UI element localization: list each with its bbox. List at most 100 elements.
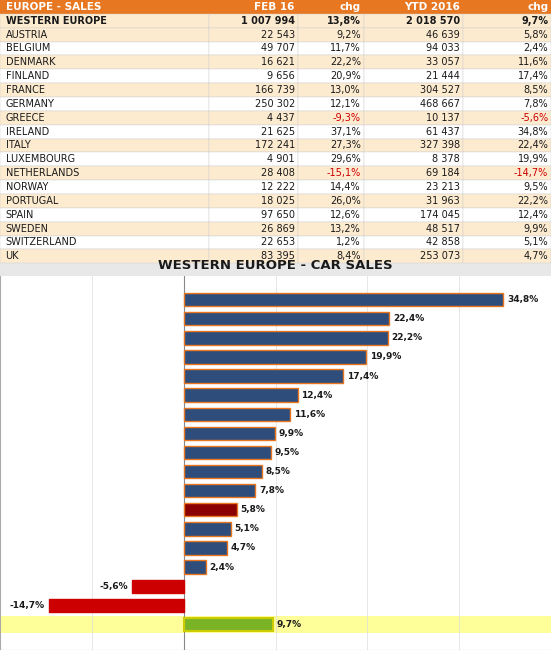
Text: ITALY: ITALY bbox=[6, 140, 30, 150]
FancyBboxPatch shape bbox=[0, 180, 209, 194]
FancyBboxPatch shape bbox=[209, 138, 298, 152]
Text: GERMANY: GERMANY bbox=[6, 99, 55, 109]
Text: 22 653: 22 653 bbox=[261, 237, 295, 248]
FancyBboxPatch shape bbox=[0, 55, 209, 70]
Text: 13,0%: 13,0% bbox=[330, 85, 361, 95]
FancyBboxPatch shape bbox=[0, 111, 209, 125]
Text: 4,7%: 4,7% bbox=[523, 252, 548, 261]
Text: 42 858: 42 858 bbox=[426, 237, 460, 248]
Bar bbox=[183, 350, 366, 363]
Text: 2,4%: 2,4% bbox=[523, 44, 548, 53]
Text: 9,9%: 9,9% bbox=[278, 429, 304, 438]
FancyBboxPatch shape bbox=[364, 42, 463, 55]
Text: 23 213: 23 213 bbox=[426, 182, 460, 192]
Text: 13,2%: 13,2% bbox=[330, 224, 361, 233]
FancyBboxPatch shape bbox=[364, 55, 463, 70]
FancyBboxPatch shape bbox=[463, 0, 551, 14]
Text: 22,2%: 22,2% bbox=[330, 57, 361, 68]
Text: 2 018 570: 2 018 570 bbox=[406, 16, 460, 26]
Title: WESTERN EUROPE - CAR SALES: WESTERN EUROPE - CAR SALES bbox=[158, 259, 393, 272]
FancyBboxPatch shape bbox=[463, 83, 551, 97]
Text: YTD 2016: YTD 2016 bbox=[404, 2, 460, 12]
Bar bbox=[48, 599, 183, 612]
FancyBboxPatch shape bbox=[298, 166, 364, 180]
Text: 11,7%: 11,7% bbox=[330, 44, 361, 53]
Text: 4 901: 4 901 bbox=[267, 154, 295, 164]
Text: 11,6%: 11,6% bbox=[517, 57, 548, 68]
Text: 1 007 994: 1 007 994 bbox=[241, 16, 295, 26]
Text: 5,8%: 5,8% bbox=[523, 30, 548, 40]
Text: 48 517: 48 517 bbox=[426, 224, 460, 233]
Text: 61 437: 61 437 bbox=[426, 127, 460, 136]
Text: 22 543: 22 543 bbox=[261, 30, 295, 40]
Text: 250 302: 250 302 bbox=[255, 99, 295, 109]
Text: 18 025: 18 025 bbox=[261, 196, 295, 206]
Text: 46 639: 46 639 bbox=[426, 30, 460, 40]
FancyBboxPatch shape bbox=[0, 250, 209, 263]
FancyBboxPatch shape bbox=[364, 70, 463, 83]
FancyBboxPatch shape bbox=[463, 14, 551, 28]
Text: -14,7%: -14,7% bbox=[10, 601, 45, 610]
Text: 8 378: 8 378 bbox=[433, 154, 460, 164]
Text: 22,2%: 22,2% bbox=[391, 333, 422, 343]
FancyBboxPatch shape bbox=[0, 194, 209, 208]
Text: PORTUGAL: PORTUGAL bbox=[6, 196, 58, 206]
Text: 5,1%: 5,1% bbox=[523, 237, 548, 248]
FancyBboxPatch shape bbox=[463, 152, 551, 166]
Text: 17,4%: 17,4% bbox=[347, 372, 379, 380]
FancyBboxPatch shape bbox=[298, 111, 364, 125]
Bar bbox=[183, 522, 230, 536]
FancyBboxPatch shape bbox=[463, 42, 551, 55]
Text: -15,1%: -15,1% bbox=[327, 168, 361, 178]
Bar bbox=[0, 616, 551, 633]
Bar bbox=[183, 293, 503, 306]
Text: 16 621: 16 621 bbox=[261, 57, 295, 68]
FancyBboxPatch shape bbox=[463, 235, 551, 250]
Text: 34,8%: 34,8% bbox=[507, 295, 538, 304]
FancyBboxPatch shape bbox=[364, 194, 463, 208]
FancyBboxPatch shape bbox=[0, 208, 209, 222]
FancyBboxPatch shape bbox=[209, 208, 298, 222]
Text: FRANCE: FRANCE bbox=[6, 85, 45, 95]
Text: WESTERN EUROPE: WESTERN EUROPE bbox=[6, 16, 106, 26]
Bar bbox=[183, 618, 273, 631]
Text: FINLAND: FINLAND bbox=[6, 72, 48, 81]
FancyBboxPatch shape bbox=[0, 0, 209, 14]
FancyBboxPatch shape bbox=[463, 70, 551, 83]
FancyBboxPatch shape bbox=[298, 180, 364, 194]
FancyBboxPatch shape bbox=[463, 208, 551, 222]
Text: 94 033: 94 033 bbox=[426, 44, 460, 53]
FancyBboxPatch shape bbox=[298, 152, 364, 166]
Text: 34,8%: 34,8% bbox=[517, 127, 548, 136]
Text: 1,2%: 1,2% bbox=[336, 237, 361, 248]
Text: 33 057: 33 057 bbox=[426, 57, 460, 68]
FancyBboxPatch shape bbox=[298, 222, 364, 235]
Text: 11,6%: 11,6% bbox=[294, 410, 325, 419]
FancyBboxPatch shape bbox=[209, 83, 298, 97]
FancyBboxPatch shape bbox=[298, 28, 364, 42]
Text: 21 444: 21 444 bbox=[426, 72, 460, 81]
Text: 172 241: 172 241 bbox=[255, 140, 295, 150]
FancyBboxPatch shape bbox=[463, 166, 551, 180]
Text: 22,4%: 22,4% bbox=[393, 314, 424, 323]
FancyBboxPatch shape bbox=[364, 222, 463, 235]
FancyBboxPatch shape bbox=[364, 138, 463, 152]
Text: NETHERLANDS: NETHERLANDS bbox=[6, 168, 79, 178]
FancyBboxPatch shape bbox=[364, 28, 463, 42]
FancyBboxPatch shape bbox=[463, 111, 551, 125]
Text: 12 222: 12 222 bbox=[261, 182, 295, 192]
Text: SWEDEN: SWEDEN bbox=[6, 224, 48, 233]
FancyBboxPatch shape bbox=[0, 166, 209, 180]
Bar bbox=[183, 389, 298, 402]
Text: 29,6%: 29,6% bbox=[330, 154, 361, 164]
Text: 8,4%: 8,4% bbox=[337, 252, 361, 261]
FancyBboxPatch shape bbox=[0, 138, 209, 152]
FancyBboxPatch shape bbox=[364, 111, 463, 125]
FancyBboxPatch shape bbox=[0, 235, 209, 250]
Bar bbox=[183, 446, 271, 459]
Text: 27,3%: 27,3% bbox=[330, 140, 361, 150]
FancyBboxPatch shape bbox=[463, 222, 551, 235]
Text: -5,6%: -5,6% bbox=[520, 112, 548, 123]
Text: 166 739: 166 739 bbox=[255, 85, 295, 95]
Text: 49 707: 49 707 bbox=[261, 44, 295, 53]
